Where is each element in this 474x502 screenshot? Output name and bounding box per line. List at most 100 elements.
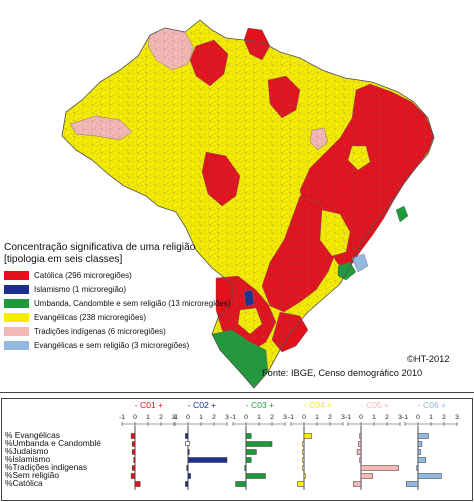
scale-tick-label: -1	[288, 414, 294, 421]
profile-bar	[359, 457, 362, 463]
scale-tick-label: 0	[416, 414, 420, 421]
legend-title: Concentração significativa de uma religi…	[4, 242, 195, 266]
profile-bar	[244, 465, 247, 471]
profile-bar	[406, 481, 419, 487]
scale-tick-label: 2	[385, 414, 389, 421]
profile-bar	[302, 457, 305, 463]
profile-bar	[245, 457, 252, 463]
profile-bar	[417, 473, 442, 479]
profile-bar	[186, 465, 189, 471]
scale-tick-label: 3	[283, 414, 287, 421]
variable-label-tradicoes: %Tradições indigenas	[5, 462, 88, 472]
profile-bar	[132, 465, 136, 471]
profile-bar	[302, 449, 305, 455]
variable-label-judaismo: %Judaismo	[5, 446, 49, 456]
legend-swatch	[4, 313, 29, 322]
profile-bar	[130, 473, 136, 479]
scale-tick-label: 2	[212, 414, 216, 421]
class-title: - C02 +	[188, 400, 216, 410]
profile-bar	[187, 449, 190, 455]
profile-bar	[417, 441, 423, 447]
profile-bar	[302, 465, 305, 471]
profile-bar	[245, 433, 252, 439]
variable-label-catolica: %Católica	[5, 478, 43, 488]
profile-bar	[356, 449, 362, 455]
legend-label: Evangélicas e sem religião (3 microregiõ…	[34, 341, 190, 350]
legend-label: Católica (296 microregiões)	[34, 271, 132, 280]
profile-bar	[417, 457, 427, 463]
variable-label-evangelicas: % Evangélicas	[5, 430, 60, 440]
legend-label: Tradições indígenas (6 microregiões)	[34, 327, 166, 336]
legend-label: Islamismo (1 microregião)	[34, 285, 127, 294]
source-text: Fonte: IBGE, Censo demográfico 2010	[262, 368, 423, 378]
variable-label-islamismo: %Islamismo	[5, 454, 51, 464]
variable-label-sem-religiao: %Sem religião	[5, 470, 59, 480]
class-title: - C03 +	[246, 400, 274, 410]
profile-bar	[185, 433, 189, 439]
profile-bar	[134, 481, 141, 487]
legend-title-line2: [tipologia em seis classes]	[4, 254, 123, 265]
class-title: - C01 +	[135, 400, 163, 410]
scale-tick-label: 1	[199, 414, 203, 421]
scale-tick-label: 1	[315, 414, 319, 421]
profile-bar	[303, 473, 306, 479]
scale-tick-label: 1	[257, 414, 261, 421]
profile-bar-marker	[185, 441, 190, 446]
scale-tick-label: 1	[146, 414, 150, 421]
scale-tick-label: 2	[159, 414, 163, 421]
legend-title-line1: Concentração significativa de uma religi…	[4, 242, 196, 253]
profile-bar	[302, 441, 305, 447]
scale-tick-label: 1	[429, 414, 433, 421]
scale-tick-label: -1	[345, 414, 351, 421]
scale-tick-label: 0	[302, 414, 306, 421]
class-title: - C04 +	[304, 400, 332, 410]
legend-swatch	[4, 327, 29, 336]
variable-label-umbanda: %Umbanda e Candomblé	[5, 438, 101, 448]
map-microregion-borders	[61, 19, 435, 389]
profile-bar	[235, 481, 247, 487]
legend-swatch	[4, 299, 29, 308]
copyright-text: ©HT-2012	[407, 354, 450, 364]
map-region-umbanda-ba	[395, 205, 409, 223]
profile-bar	[245, 449, 257, 455]
scale-tick-label: -1	[402, 414, 408, 421]
profile-bar	[187, 473, 191, 479]
scale-tick-label: -1	[230, 414, 236, 421]
profile-bar	[360, 465, 399, 471]
profile-bar	[245, 473, 266, 479]
legend-swatch	[4, 341, 29, 350]
profile-bar	[417, 433, 429, 439]
profile-bar	[132, 449, 136, 455]
profile-bar	[303, 433, 313, 439]
scale-tick-label: 3	[225, 414, 229, 421]
profile-bar	[352, 481, 362, 487]
profile-bar	[417, 449, 421, 455]
profile-bar	[185, 481, 189, 487]
map-region-evang-sem-religiao	[351, 253, 369, 273]
profile-bar	[297, 481, 305, 487]
scale-tick-label: -1	[119, 414, 125, 421]
class-title: - C05 +	[361, 400, 389, 410]
scale-tick-label: 3	[455, 414, 459, 421]
profile-bar	[360, 473, 373, 479]
legend-swatch	[4, 271, 29, 280]
brazil-religion-map	[61, 19, 435, 389]
scale-tick-label: 2	[442, 414, 446, 421]
scale-tick-label: 0	[244, 414, 248, 421]
scale-tick-label: 0	[186, 414, 190, 421]
profile-bar	[416, 465, 419, 471]
legend-label: Evangélicas (238 microregiões)	[34, 313, 147, 322]
scale-tick-label: 1	[372, 414, 376, 421]
class-profile-chart: - C01 +-1 0 1 2 3- C02 +-1 0 1 2 3- C03 +-1 0 1 2 3-…	[119, 400, 459, 490]
scale-tick-label: 3	[341, 414, 345, 421]
scale-tick-label: 2	[270, 414, 274, 421]
profile-bar	[130, 433, 136, 439]
class-title: - C06 +	[418, 400, 446, 410]
legend-swatch	[4, 285, 29, 294]
profile-frame	[1, 398, 473, 501]
scale-tick-label: 3	[398, 414, 402, 421]
scale-tick-label: 3	[172, 414, 176, 421]
profile-bar	[187, 457, 228, 463]
profile-bar	[133, 457, 136, 463]
scale-tick-label: 0	[133, 414, 137, 421]
